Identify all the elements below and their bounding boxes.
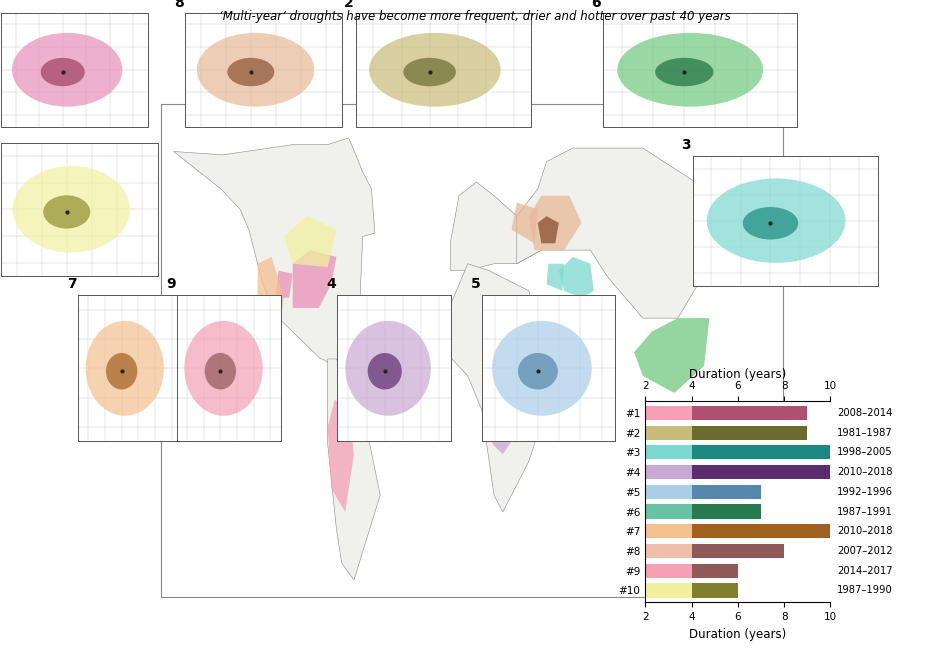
Bar	[692, 426, 808, 440]
Text: 8: 8	[174, 0, 183, 10]
Bar	[645, 524, 692, 539]
Polygon shape	[538, 216, 559, 243]
Ellipse shape	[707, 178, 846, 263]
Polygon shape	[292, 250, 337, 308]
Ellipse shape	[617, 33, 763, 106]
Polygon shape	[547, 263, 564, 291]
Bar	[692, 583, 737, 598]
Ellipse shape	[85, 321, 164, 416]
Bar	[645, 426, 692, 440]
Text: 2008–2014: 2008–2014	[837, 408, 893, 418]
Text: 2007–2012: 2007–2012	[837, 546, 893, 556]
Text: 1998–2005: 1998–2005	[837, 447, 893, 458]
Polygon shape	[634, 318, 710, 393]
Text: 3: 3	[681, 138, 691, 152]
Text: 4: 4	[326, 277, 336, 291]
Polygon shape	[482, 325, 534, 376]
Bar	[692, 445, 830, 459]
Bar	[692, 563, 737, 578]
Bar	[692, 524, 853, 539]
Polygon shape	[327, 400, 354, 512]
Polygon shape	[667, 434, 739, 522]
Bar	[692, 485, 761, 499]
Ellipse shape	[518, 353, 558, 389]
Bar	[692, 465, 853, 479]
X-axis label: Duration (years): Duration (years)	[689, 628, 787, 641]
Text: 1992–1996: 1992–1996	[837, 487, 893, 497]
Ellipse shape	[205, 353, 236, 389]
Bar	[645, 485, 692, 499]
Ellipse shape	[655, 58, 714, 86]
Text: 2010–2018: 2010–2018	[837, 526, 893, 536]
Bar	[692, 406, 808, 420]
Ellipse shape	[12, 166, 130, 252]
Ellipse shape	[345, 321, 431, 416]
Polygon shape	[529, 196, 582, 250]
Bar	[645, 544, 692, 558]
Ellipse shape	[228, 58, 274, 86]
Bar	[645, 504, 692, 519]
Polygon shape	[512, 202, 538, 243]
Polygon shape	[275, 271, 292, 298]
Bar	[692, 504, 761, 519]
Ellipse shape	[184, 321, 263, 416]
Text: 7: 7	[67, 277, 77, 291]
Bar	[645, 583, 692, 598]
Polygon shape	[327, 359, 381, 580]
Ellipse shape	[196, 33, 314, 106]
Ellipse shape	[369, 33, 501, 106]
Text: 2010–2018: 2010–2018	[837, 467, 893, 477]
Polygon shape	[284, 216, 337, 267]
Polygon shape	[257, 257, 284, 332]
Polygon shape	[174, 138, 375, 366]
Ellipse shape	[44, 195, 90, 228]
Polygon shape	[493, 366, 529, 454]
Text: 1987–1991: 1987–1991	[837, 506, 893, 517]
Ellipse shape	[743, 207, 798, 239]
Ellipse shape	[41, 58, 84, 86]
Text: 1987–1990: 1987–1990	[837, 585, 893, 595]
Bar	[645, 563, 692, 578]
Text: 5: 5	[471, 277, 481, 291]
Polygon shape	[520, 352, 551, 420]
Ellipse shape	[367, 353, 401, 389]
Polygon shape	[437, 263, 555, 512]
Text: 1981–1987: 1981–1987	[837, 428, 893, 437]
Title: Duration (years): Duration (years)	[689, 369, 787, 382]
Polygon shape	[517, 148, 721, 318]
Text: 2014–2017: 2014–2017	[837, 566, 893, 576]
Ellipse shape	[12, 33, 122, 106]
Ellipse shape	[106, 353, 138, 389]
Ellipse shape	[403, 58, 456, 86]
Text: 6: 6	[591, 0, 601, 10]
Polygon shape	[450, 182, 541, 271]
Text: 2: 2	[344, 0, 354, 10]
Ellipse shape	[492, 321, 592, 416]
Bar	[692, 544, 784, 558]
Text: 9: 9	[166, 277, 176, 291]
Bar	[645, 465, 692, 479]
Bar	[645, 445, 692, 459]
Text: ‘Multi-year’ droughts have become more frequent, drier and hotter over past 40 y: ‘Multi-year’ droughts have become more f…	[218, 10, 731, 23]
Polygon shape	[559, 257, 594, 298]
Bar	[645, 406, 692, 420]
